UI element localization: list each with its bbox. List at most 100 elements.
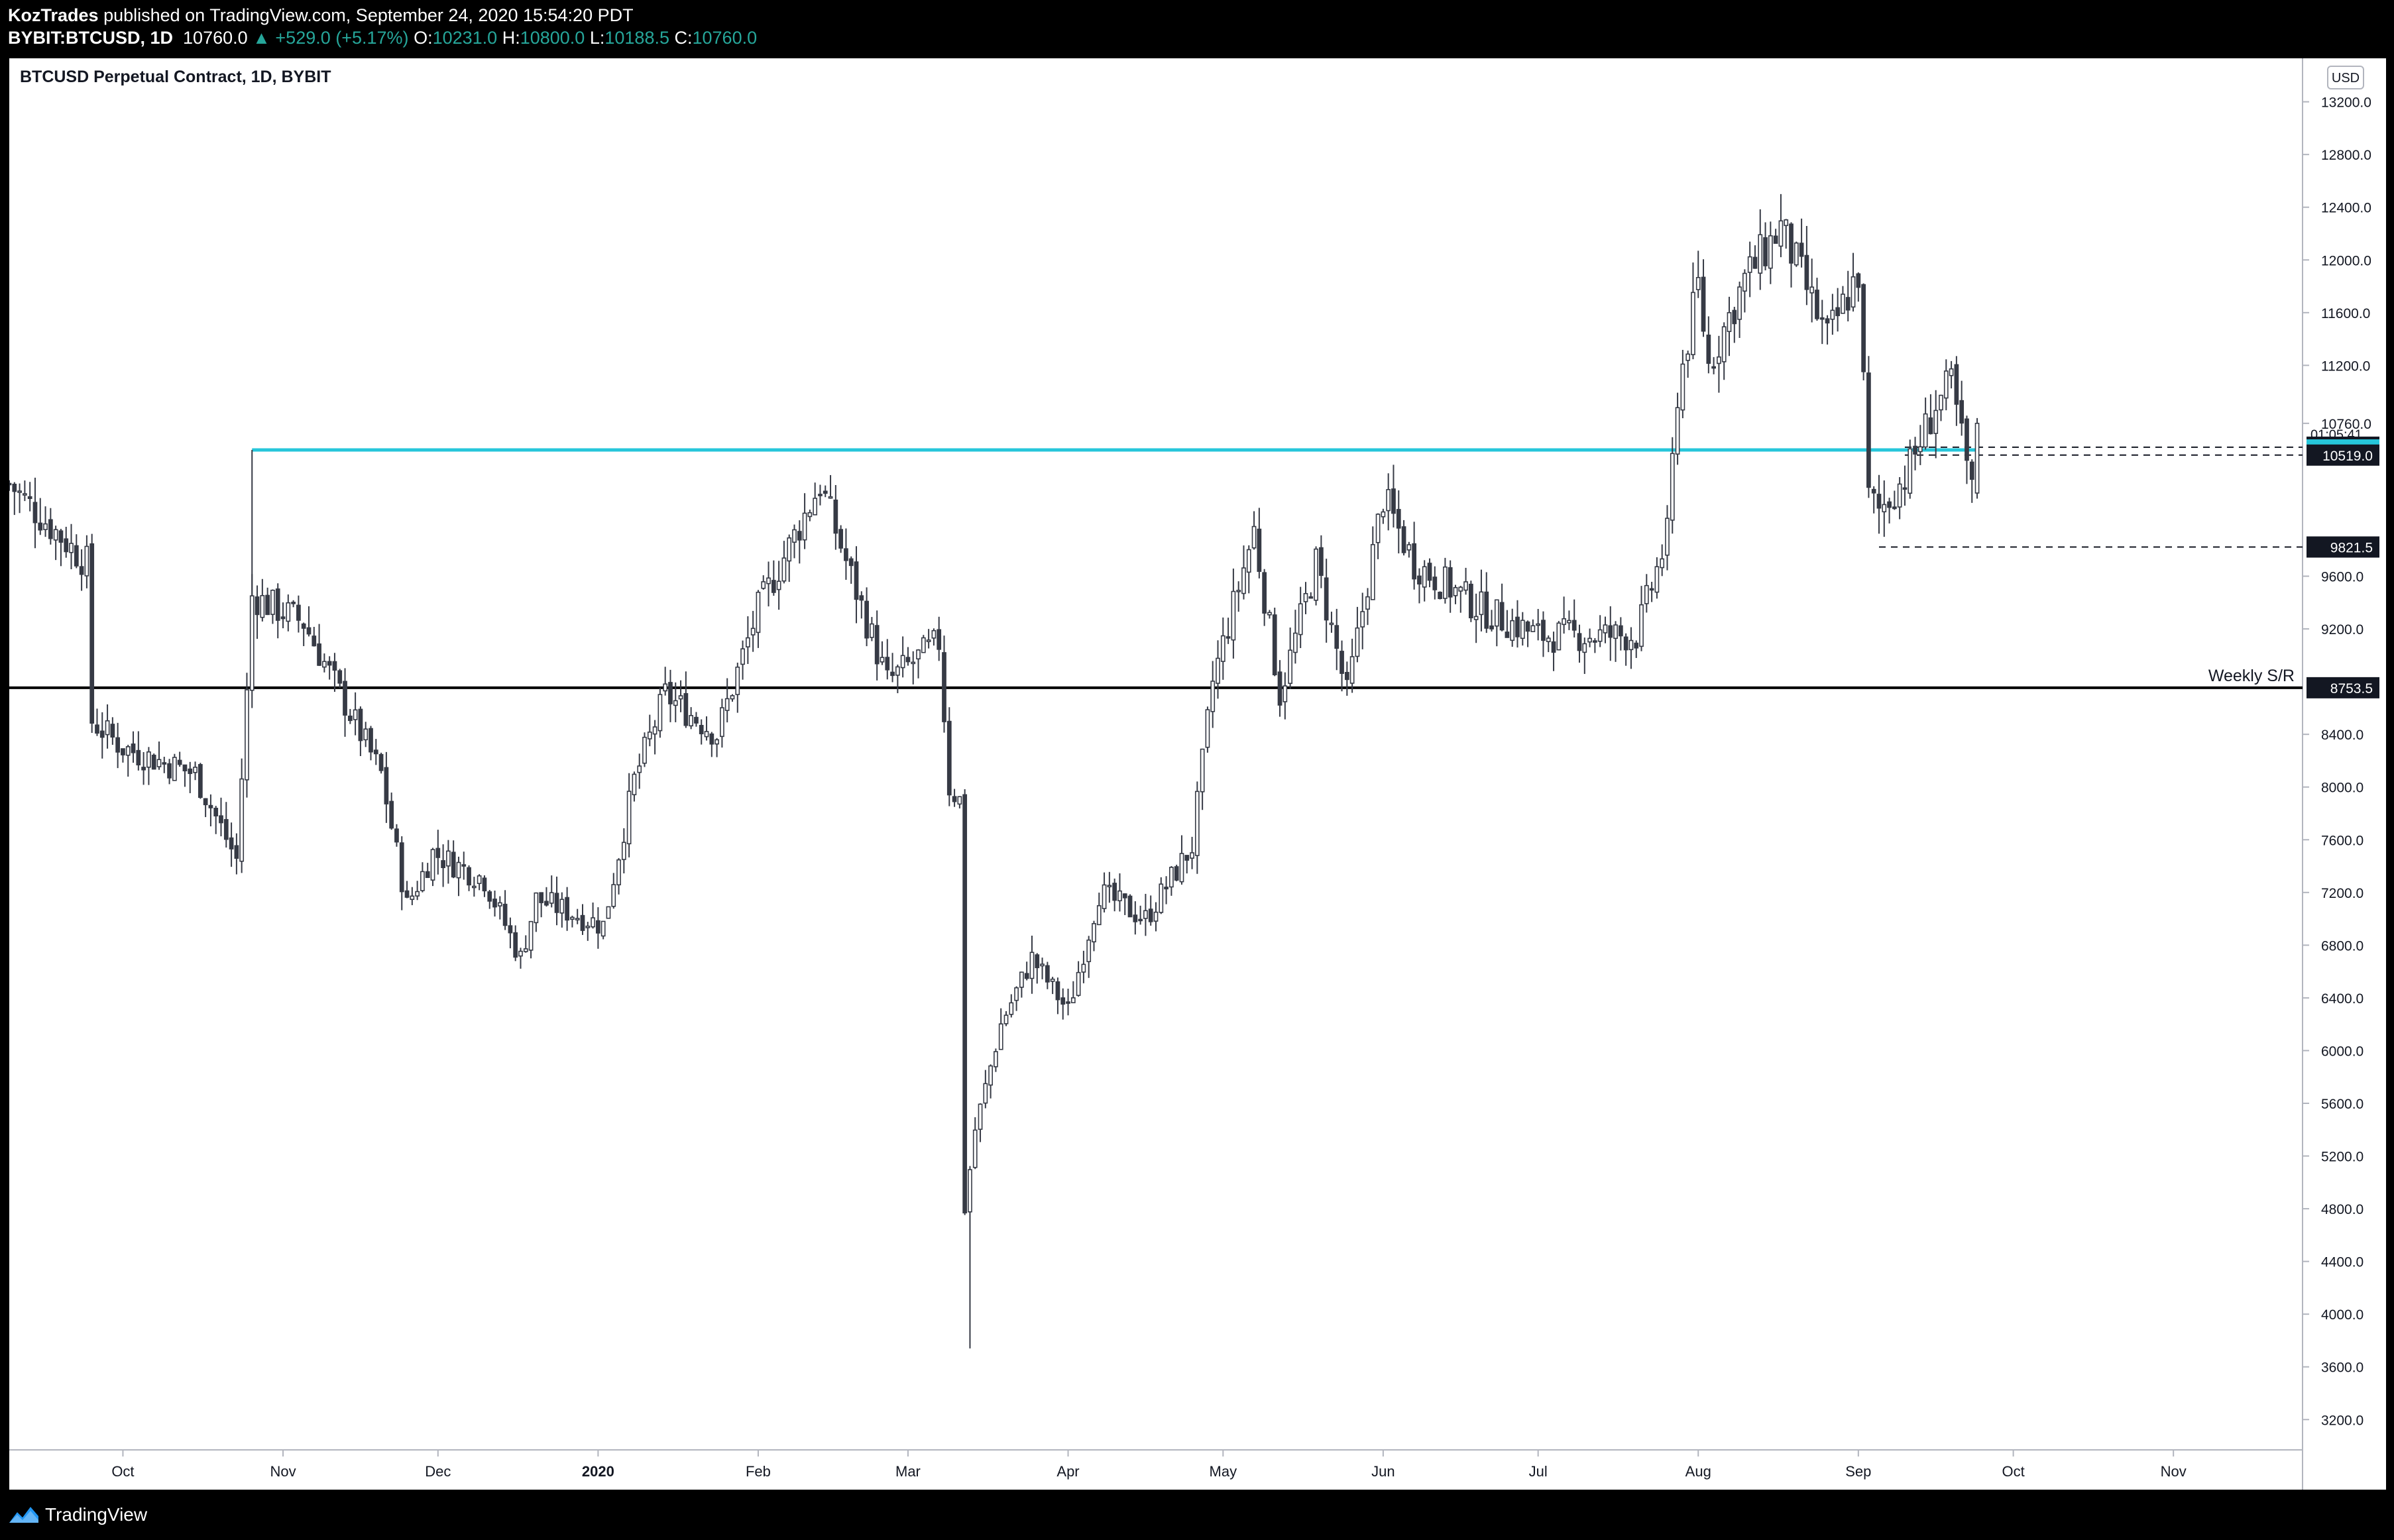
- candle: [1257, 508, 1262, 578]
- candle-body: [1587, 637, 1592, 643]
- candle: [32, 477, 38, 549]
- candle-body: [389, 800, 394, 829]
- candle: [673, 682, 678, 722]
- candle: [1308, 592, 1314, 599]
- candle-body: [1205, 709, 1210, 748]
- chart-area[interactable]: USD 13200.0 12800.0 12400.0 12000.0 11600.0 11…: [9, 58, 2386, 1490]
- candle: [565, 887, 569, 931]
- candle: [756, 590, 761, 648]
- candle: [1711, 357, 1716, 374]
- candle: [420, 862, 425, 893]
- candle: [1974, 417, 1980, 499]
- candle: [487, 890, 492, 909]
- candle-body: [1040, 963, 1045, 967]
- candle-body: [280, 616, 286, 620]
- candle-body: [1530, 625, 1536, 632]
- candle-body: [1675, 407, 1680, 455]
- currency-label: USD: [2332, 71, 2360, 85]
- candle-body: [730, 695, 735, 700]
- candle: [1112, 878, 1117, 912]
- candle: [802, 493, 807, 549]
- candle: [1076, 961, 1081, 997]
- candle-body: [1391, 488, 1396, 514]
- candle-body: [1344, 672, 1349, 681]
- candle: [188, 761, 193, 793]
- candle-body: [48, 519, 53, 539]
- candle: [79, 549, 84, 591]
- candle: [1029, 936, 1035, 994]
- candle-body: [213, 808, 219, 817]
- candle: [1458, 586, 1463, 613]
- candle-body: [1003, 1015, 1009, 1024]
- candle-body: [1618, 625, 1623, 637]
- candle-body: [193, 767, 198, 773]
- publisher-name[interactable]: KozTrades: [8, 5, 99, 25]
- candle: [1685, 351, 1691, 378]
- candle: [1210, 661, 1216, 728]
- chart-footer: TradingView: [0, 1491, 2394, 1540]
- candle-body: [1153, 911, 1159, 922]
- candle: [23, 480, 27, 502]
- candle-body: [1190, 852, 1194, 859]
- candle: [410, 887, 415, 905]
- candle-body: [513, 932, 518, 958]
- price-tag-box: [2307, 677, 2379, 698]
- candle: [347, 708, 353, 724]
- y-tick-label: 12800.0: [2321, 148, 2371, 163]
- candle-body: [1417, 575, 1422, 585]
- candle-body: [1246, 549, 1251, 573]
- candle-body: [1902, 487, 1908, 490]
- candle-body: [38, 522, 43, 531]
- candle: [994, 1048, 998, 1072]
- y-tick-label: 6000.0: [2321, 1044, 2364, 1059]
- candle-body: [321, 661, 327, 668]
- candle: [1675, 392, 1680, 465]
- candle: [1473, 593, 1479, 643]
- candle-body: [704, 731, 709, 738]
- candle-body: [1081, 963, 1086, 973]
- candle: [1401, 520, 1406, 556]
- candle: [1691, 262, 1695, 360]
- candle-body: [1159, 883, 1164, 913]
- price-chart[interactable]: USD 13200.0 12800.0 12400.0 12000.0 11600.0 11…: [9, 58, 2386, 1490]
- candle-body: [1024, 973, 1029, 979]
- candle-body: [1231, 590, 1236, 641]
- candle: [689, 707, 694, 730]
- candle-body: [415, 891, 420, 897]
- candle-body: [637, 765, 642, 773]
- candle: [1551, 632, 1556, 671]
- y-tick-label: 13200.0: [2321, 95, 2371, 111]
- candle: [600, 920, 606, 940]
- candle-body: [1691, 292, 1695, 355]
- candle: [156, 741, 162, 770]
- candle-body: [1943, 370, 1949, 399]
- candle: [1778, 193, 1784, 258]
- price-tag-box: [2307, 536, 2379, 558]
- candle: [306, 606, 312, 637]
- x-tick-label: Dec: [425, 1463, 451, 1480]
- candle: [1618, 617, 1623, 651]
- candle-body: [301, 623, 306, 629]
- candle-body: [1536, 623, 1541, 626]
- candle: [280, 602, 286, 629]
- candle-body: [1194, 791, 1200, 856]
- candle: [151, 753, 156, 770]
- footer-brand[interactable]: TradingView: [45, 1504, 148, 1525]
- candle-body: [167, 763, 172, 779]
- candle: [730, 694, 735, 702]
- candle: [38, 498, 43, 535]
- candle: [1593, 637, 1597, 653]
- candle: [358, 706, 363, 757]
- candle-body: [1484, 591, 1489, 629]
- candle: [1262, 569, 1267, 626]
- candle: [1499, 583, 1505, 632]
- candle: [435, 830, 441, 875]
- candle: [1567, 610, 1571, 630]
- candle: [1917, 425, 1923, 465]
- candle-body: [1334, 625, 1340, 649]
- candle: [1092, 920, 1096, 952]
- candle-body: [1628, 639, 1634, 651]
- candle: [373, 739, 378, 765]
- price-tag: 10519.0: [2307, 444, 2379, 466]
- candle: [1040, 958, 1045, 979]
